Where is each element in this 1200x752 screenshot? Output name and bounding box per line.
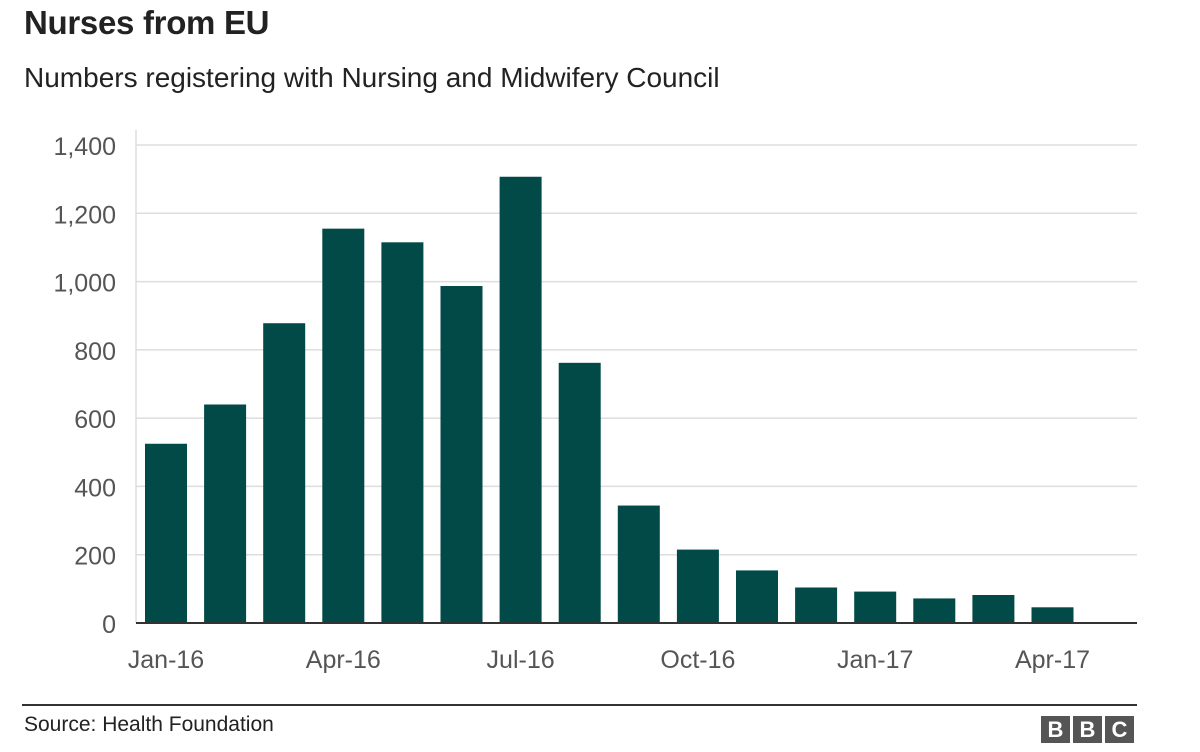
y-tick-label: 200 <box>74 543 116 571</box>
y-tick-label: 600 <box>74 406 116 434</box>
y-tick-label: 0 <box>102 611 116 639</box>
x-tick-label: Jan-16 <box>128 646 204 674</box>
bar <box>617 505 660 623</box>
bar <box>263 323 306 623</box>
axes <box>135 130 1137 624</box>
source-note: Source: Health Foundation <box>24 713 274 736</box>
bar <box>972 595 1015 623</box>
bar <box>440 286 483 623</box>
y-tick-label: 400 <box>74 474 116 502</box>
chart-subtitle: Numbers registering with Nursing and Mid… <box>24 62 720 93</box>
bar <box>499 176 542 623</box>
bar <box>854 591 897 623</box>
bar <box>736 570 778 623</box>
bar <box>676 549 719 623</box>
bar <box>204 404 247 623</box>
x-tick-label: Jul-16 <box>487 646 555 674</box>
x-tick-label: Jan-17 <box>837 646 913 674</box>
bar <box>1031 607 1074 623</box>
x-tick-label: Apr-16 <box>306 646 381 674</box>
y-tick-label: 1,200 <box>53 201 116 229</box>
chart-title: Nurses from EU <box>24 4 270 41</box>
y-tick-label: 1,400 <box>53 133 116 161</box>
x-tick-label: Apr-17 <box>1015 646 1090 674</box>
bars <box>145 176 1074 624</box>
bar <box>145 443 187 623</box>
bbc-logo: B B C <box>1041 716 1134 743</box>
bar <box>322 228 365 623</box>
x-tick-label: Oct-16 <box>660 646 735 674</box>
bbc-logo-letter: B <box>1073 716 1102 743</box>
bbc-logo-letter: B <box>1041 716 1070 743</box>
y-tick-label: 1,000 <box>53 270 116 298</box>
tick-labels: 0 200 400 600 800 1,000 1,200 1,400 Jan-16 Apr-16… <box>53 133 1090 674</box>
bar <box>913 598 956 623</box>
bar <box>381 242 424 624</box>
bar <box>558 362 601 623</box>
bbc-logo-letter: C <box>1105 716 1134 743</box>
y-tick-label: 800 <box>74 338 116 366</box>
bar-chart: 0 200 400 600 800 1,000 1,200 1,400 Jan-16 Apr-16… <box>53 130 1137 674</box>
bar <box>795 587 838 623</box>
footer-divider <box>22 704 1137 706</box>
